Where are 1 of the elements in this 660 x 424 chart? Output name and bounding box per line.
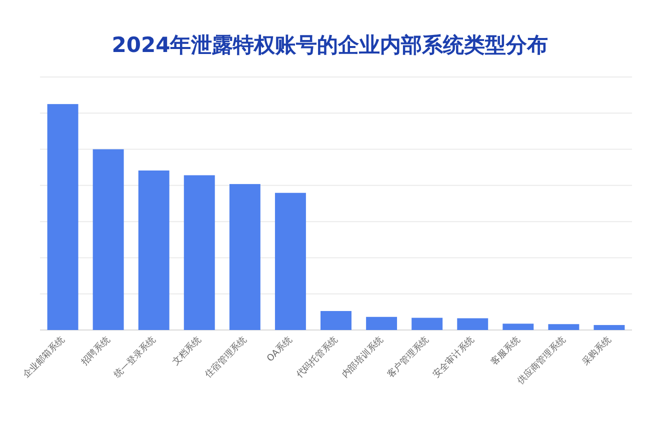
title: 2024年泄露特权账号的企业内部系统类型分布	[112, 33, 548, 57]
